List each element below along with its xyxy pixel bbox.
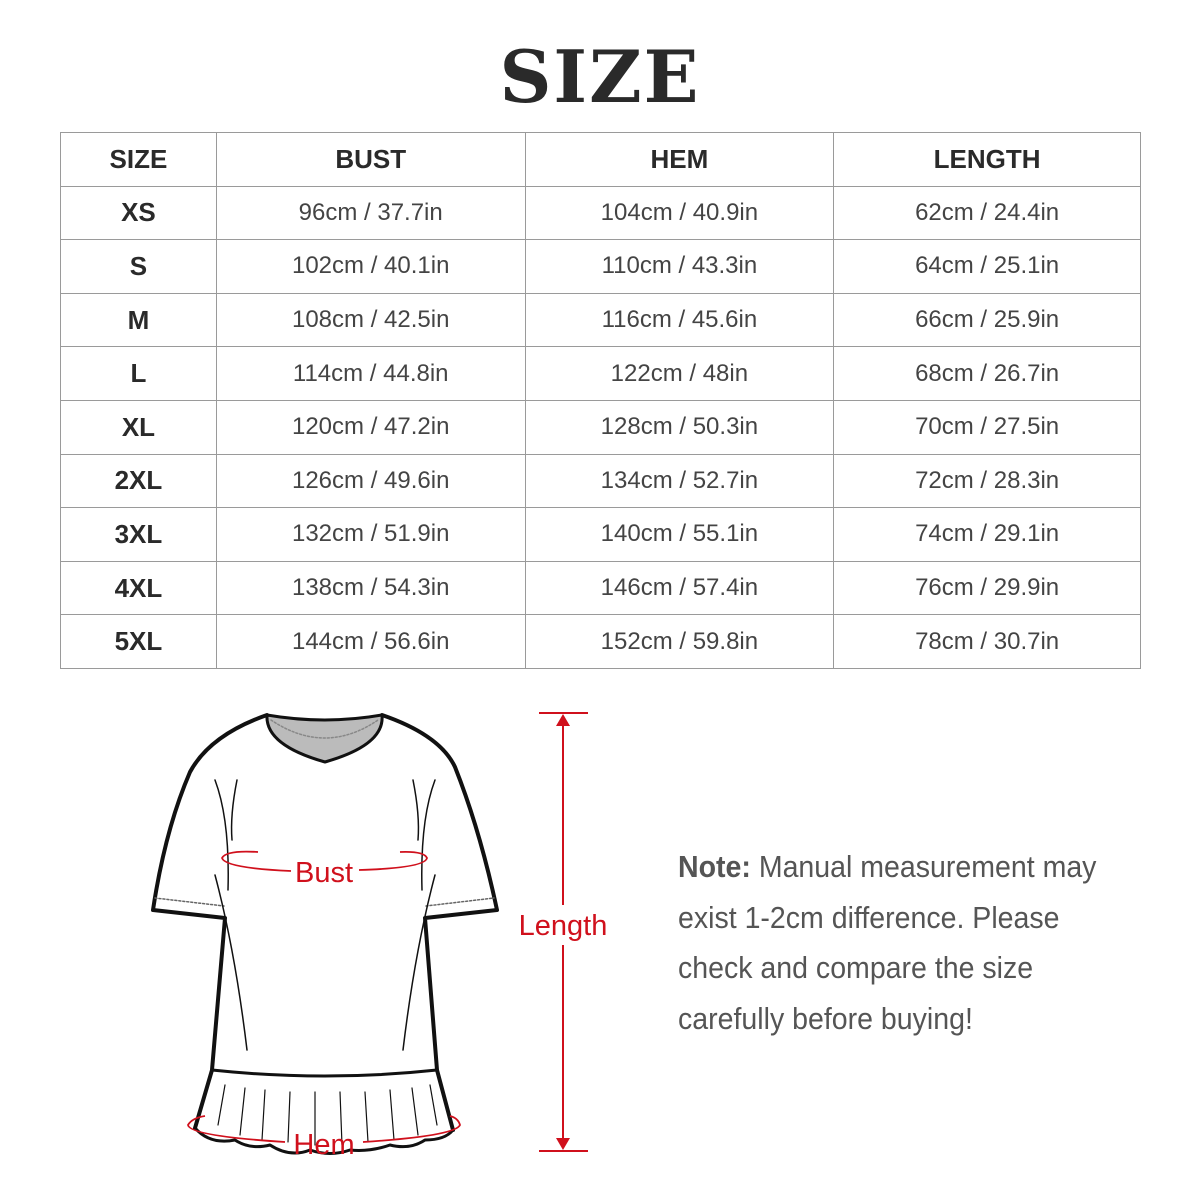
cell-size: 5XL — [60, 614, 217, 669]
cell-length: 72cm / 28.3in — [833, 453, 1141, 509]
note-body: Manual measurement may exist 1-2cm diffe… — [678, 849, 1097, 1036]
cell-size: XL — [60, 399, 217, 455]
cell-bust: 138cm / 54.3in — [215, 560, 526, 616]
cell-bust: 144cm / 56.6in — [215, 614, 526, 669]
cell-size: S — [60, 239, 217, 294]
cell-hem: 140cm / 55.1in — [524, 507, 835, 562]
cell-length: 64cm / 25.1in — [833, 239, 1141, 294]
cell-hem: 116cm / 45.6in — [524, 292, 835, 348]
cell-bust: 96cm / 37.7in — [215, 185, 526, 241]
cell-size: M — [60, 292, 217, 348]
cell-length: 76cm / 29.9in — [833, 560, 1141, 616]
table-row: S 102cm / 40.1in 110cm / 43.3in 64cm / 25.1… — [60, 239, 1141, 294]
cell-size: 4XL — [60, 560, 217, 616]
cell-size: XS — [60, 185, 217, 241]
table-row: L 114cm / 44.8in 122cm / 48in 68cm / 26.7in — [60, 346, 1141, 401]
note-text: Note: Manual measurement may exist 1-2cm… — [678, 842, 1110, 1044]
page-title: SIZE — [499, 34, 701, 119]
table-row: 5XL 144cm / 56.6in 152cm / 59.8in 78cm / 30… — [60, 614, 1141, 669]
hem-label: Hem — [293, 1129, 354, 1161]
bust-label: Bust — [295, 857, 353, 889]
table-row: XL 120cm / 47.2in 128cm / 50.3in 70cm / 27.… — [60, 399, 1141, 455]
cell-hem: 128cm / 50.3in — [524, 399, 835, 455]
cell-bust: 102cm / 40.1in — [215, 239, 526, 294]
header-length: LENGTH — [833, 132, 1141, 187]
cell-hem: 152cm / 59.8in — [524, 614, 835, 669]
cell-bust: 114cm / 44.8in — [215, 346, 526, 401]
cell-hem: 104cm / 40.9in — [524, 185, 835, 241]
shirt-outline-icon — [151, 713, 499, 1155]
cell-size: L — [60, 346, 217, 401]
length-arrow-icon — [539, 712, 588, 1152]
header-size: SIZE — [60, 132, 217, 187]
table-row: 3XL 132cm / 51.9in 140cm / 55.1in 74cm / 29… — [60, 507, 1141, 562]
cell-bust: 120cm / 47.2in — [215, 399, 526, 455]
table-row: XS 96cm / 37.7in 104cm / 40.9in 62cm / 24.4… — [60, 185, 1141, 241]
table-row: 2XL 126cm / 49.6in 134cm / 52.7in 72cm / 28… — [60, 453, 1141, 509]
note-label: Note: — [678, 849, 751, 884]
cell-length: 68cm / 26.7in — [833, 346, 1141, 401]
size-table: SIZE BUST HEM LENGTH XS 96cm / 37.7in 104c… — [60, 132, 1141, 669]
cell-size: 2XL — [60, 453, 217, 509]
cell-length: 62cm / 24.4in — [833, 185, 1141, 241]
cell-hem: 146cm / 57.4in — [524, 560, 835, 616]
table-row: M 108cm / 42.5in 116cm / 45.6in 66cm / 25.9… — [60, 292, 1141, 348]
cell-hem: 110cm / 43.3in — [524, 239, 835, 294]
cell-hem: 122cm / 48in — [524, 346, 835, 401]
cell-bust: 108cm / 42.5in — [215, 292, 526, 348]
cell-bust: 132cm / 51.9in — [215, 507, 526, 562]
length-label: Length — [519, 910, 608, 942]
hem-measure-line — [187, 1115, 461, 1143]
cell-bust: 126cm / 49.6in — [215, 453, 526, 509]
cell-hem: 134cm / 52.7in — [524, 453, 835, 509]
cell-length: 78cm / 30.7in — [833, 614, 1141, 669]
cell-length: 66cm / 25.9in — [833, 292, 1141, 348]
header-hem: HEM — [524, 132, 835, 187]
table-row: 4XL 138cm / 54.3in 146cm / 57.4in 76cm / 29… — [60, 560, 1141, 616]
bust-measure-line — [221, 850, 428, 872]
